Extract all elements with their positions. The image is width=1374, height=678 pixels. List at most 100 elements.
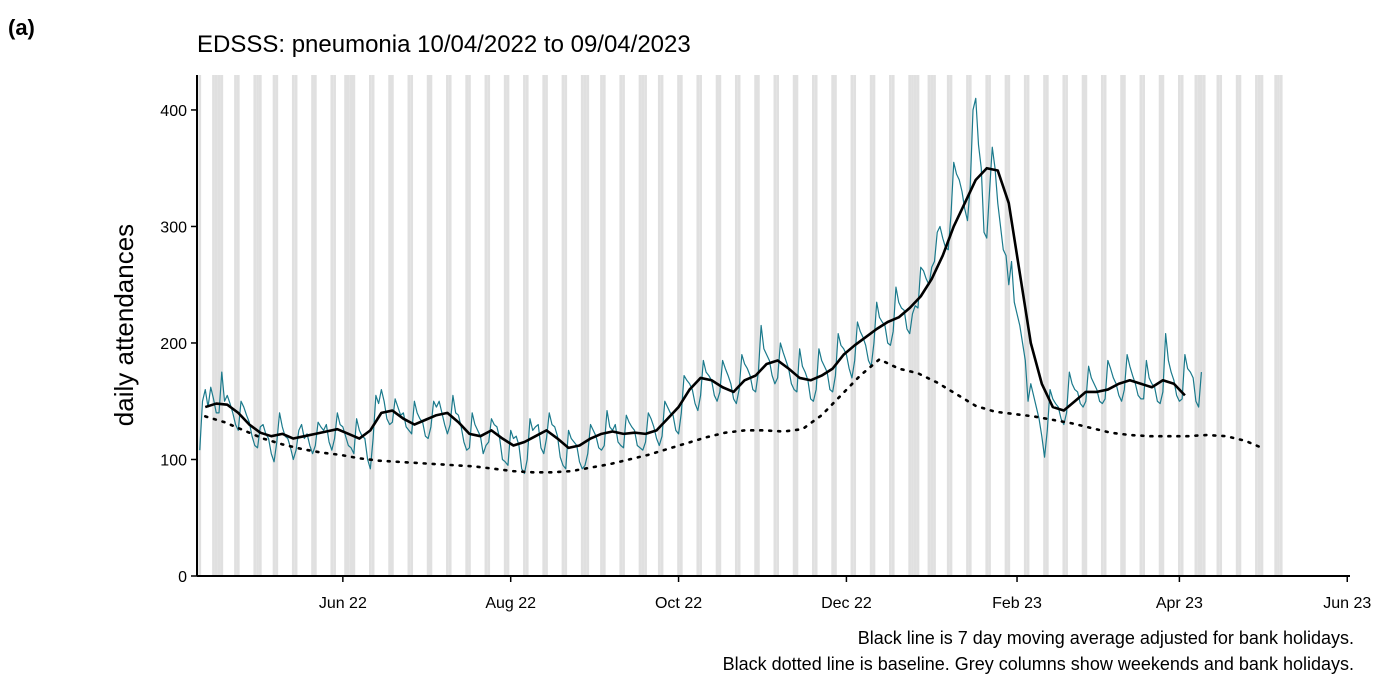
shaded-column <box>580 75 584 576</box>
shaded-column <box>1007 75 1011 576</box>
shaded-column <box>1194 75 1198 576</box>
shaded-column <box>946 75 950 576</box>
x-tick-label: Aug 22 <box>485 595 536 612</box>
shaded-column <box>1235 75 1239 576</box>
shaded-column <box>1277 75 1280 576</box>
shaded-column <box>737 75 741 576</box>
shaded-column <box>622 75 625 576</box>
shaded-column <box>699 75 702 576</box>
x-tick-label: Oct 22 <box>655 595 702 612</box>
shaded-column <box>600 75 603 576</box>
shaded-column <box>1260 75 1264 576</box>
x-tick-label: Jun 22 <box>319 595 367 612</box>
shaded-column <box>872 75 876 576</box>
shaded-column <box>217 75 221 576</box>
shaded-column <box>1100 75 1104 576</box>
shaded-column <box>272 75 276 576</box>
shaded-column <box>1142 75 1145 576</box>
shaded-column <box>1103 75 1107 576</box>
shaded-column <box>542 75 546 576</box>
shaded-column <box>1161 75 1165 576</box>
shaded-column <box>503 75 507 576</box>
series-line <box>203 357 1266 474</box>
shaded-column <box>644 75 647 576</box>
shaded-column <box>718 75 722 576</box>
x-tick-label: Jun 23 <box>1323 595 1371 612</box>
shaded-column <box>1255 75 1258 576</box>
shaded-column <box>1178 75 1181 576</box>
shaded-column <box>236 75 240 576</box>
shaded-column <box>834 75 837 576</box>
shaded-column <box>258 75 262 576</box>
shaded-column <box>564 75 568 576</box>
shaded-column <box>311 75 314 576</box>
y-tick-label: 400 <box>160 103 187 120</box>
shaded-column <box>1200 75 1203 576</box>
shaded-column <box>949 75 953 576</box>
shaded-column <box>561 75 565 576</box>
shaded-column <box>586 75 590 576</box>
shaded-column <box>291 75 295 576</box>
shaded-column <box>1197 75 1201 576</box>
shaded-column <box>1081 75 1085 576</box>
shaded-column <box>330 75 334 576</box>
shaded-column <box>814 75 818 576</box>
shaded-column <box>426 75 430 576</box>
shaded-column <box>988 75 991 576</box>
shaded-column <box>916 75 920 576</box>
shaded-column <box>933 75 936 576</box>
panel-label: (a) <box>8 15 35 40</box>
shaded-column <box>776 75 780 576</box>
shaded-column <box>966 75 969 576</box>
shaded-column <box>660 75 664 576</box>
y-axis-label: daily attendances <box>109 224 139 426</box>
shaded-column <box>930 75 934 576</box>
shaded-column <box>465 75 469 576</box>
shaded-column <box>812 75 815 576</box>
shaded-column <box>715 75 719 576</box>
series-line <box>204 166 1186 450</box>
shaded-column <box>368 75 372 576</box>
shaded-column <box>256 75 259 576</box>
shaded-column <box>853 75 857 576</box>
footnote: Black dotted line is baseline. Grey colu… <box>723 654 1354 674</box>
shaded-column <box>869 75 873 576</box>
shaded-column <box>1045 75 1049 576</box>
footnote: Black line is 7 day moving average adjus… <box>858 628 1354 648</box>
shaded-column <box>1120 75 1123 576</box>
shaded-column <box>792 75 796 576</box>
shaded-column <box>388 75 392 576</box>
x-tick-label: Dec 22 <box>821 595 872 612</box>
shaded-column <box>234 75 237 576</box>
shaded-column <box>446 75 449 576</box>
shaded-column <box>1279 75 1283 576</box>
shaded-column <box>545 75 548 576</box>
shaded-column <box>1023 75 1027 576</box>
shaded-column <box>756 75 760 576</box>
shaded-column <box>734 75 738 576</box>
shaded-column <box>696 75 700 576</box>
shaded-column <box>1004 75 1008 576</box>
shaded-column <box>275 75 279 576</box>
shaded-column <box>638 75 642 576</box>
shaded-column <box>583 75 587 576</box>
shaded-column <box>391 75 394 576</box>
shaded-column <box>523 75 526 576</box>
shaded-column <box>889 75 892 576</box>
shaded-column <box>253 75 257 576</box>
shaded-column <box>911 75 914 576</box>
x-tick-label: Apr 23 <box>1156 595 1203 612</box>
shaded-column <box>468 75 471 576</box>
shaded-column <box>1062 75 1066 576</box>
shaded-column <box>850 75 854 576</box>
shaded-column <box>484 75 488 576</box>
series-line <box>199 97 1202 475</box>
y-tick-label: 100 <box>160 452 187 469</box>
shaded-column <box>1084 75 1088 576</box>
shaded-column <box>349 75 353 576</box>
shaded-column <box>525 75 529 576</box>
shaded-column <box>407 75 411 576</box>
shaded-column <box>346 75 350 576</box>
shaded-column <box>913 75 917 576</box>
